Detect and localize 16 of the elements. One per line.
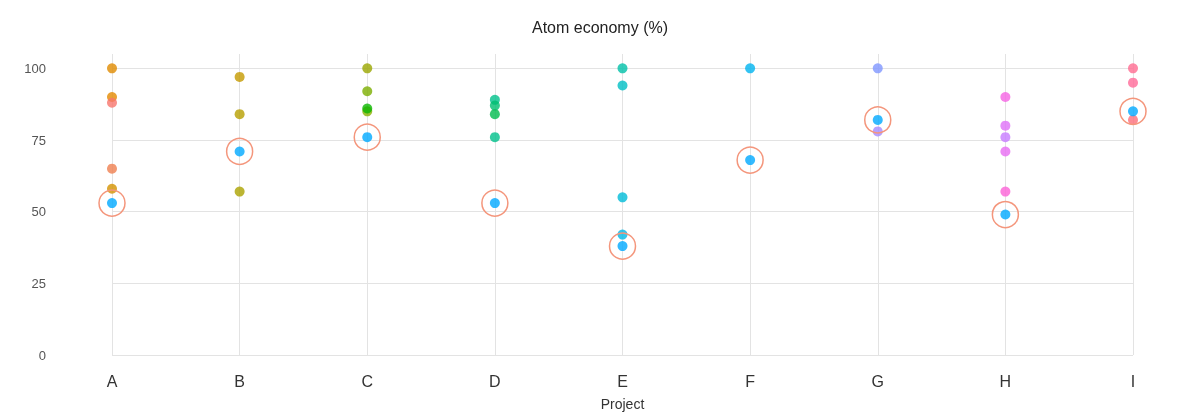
y-tick-label: 0 [38, 347, 46, 363]
chart-title: Atom economy (%) [531, 18, 669, 36]
y-tick-label: 100 [24, 60, 46, 76]
x-tick-label: G [871, 372, 884, 390]
x-axis-title: Project [600, 396, 645, 412]
y-tick-label: 25 [31, 275, 46, 291]
x-tick-label: C [361, 372, 374, 390]
x-tick-label: H [999, 372, 1012, 390]
x-tick-label: D [489, 372, 501, 390]
y-tick-label: 75 [31, 132, 46, 148]
x-tick-label: B [234, 372, 245, 390]
x-tick-label: E [617, 372, 628, 390]
x-tick-label: F [745, 372, 756, 390]
y-tick-label: 50 [31, 204, 46, 220]
x-tick-label: A [106, 372, 118, 390]
x-tick-label: I [1130, 372, 1136, 390]
